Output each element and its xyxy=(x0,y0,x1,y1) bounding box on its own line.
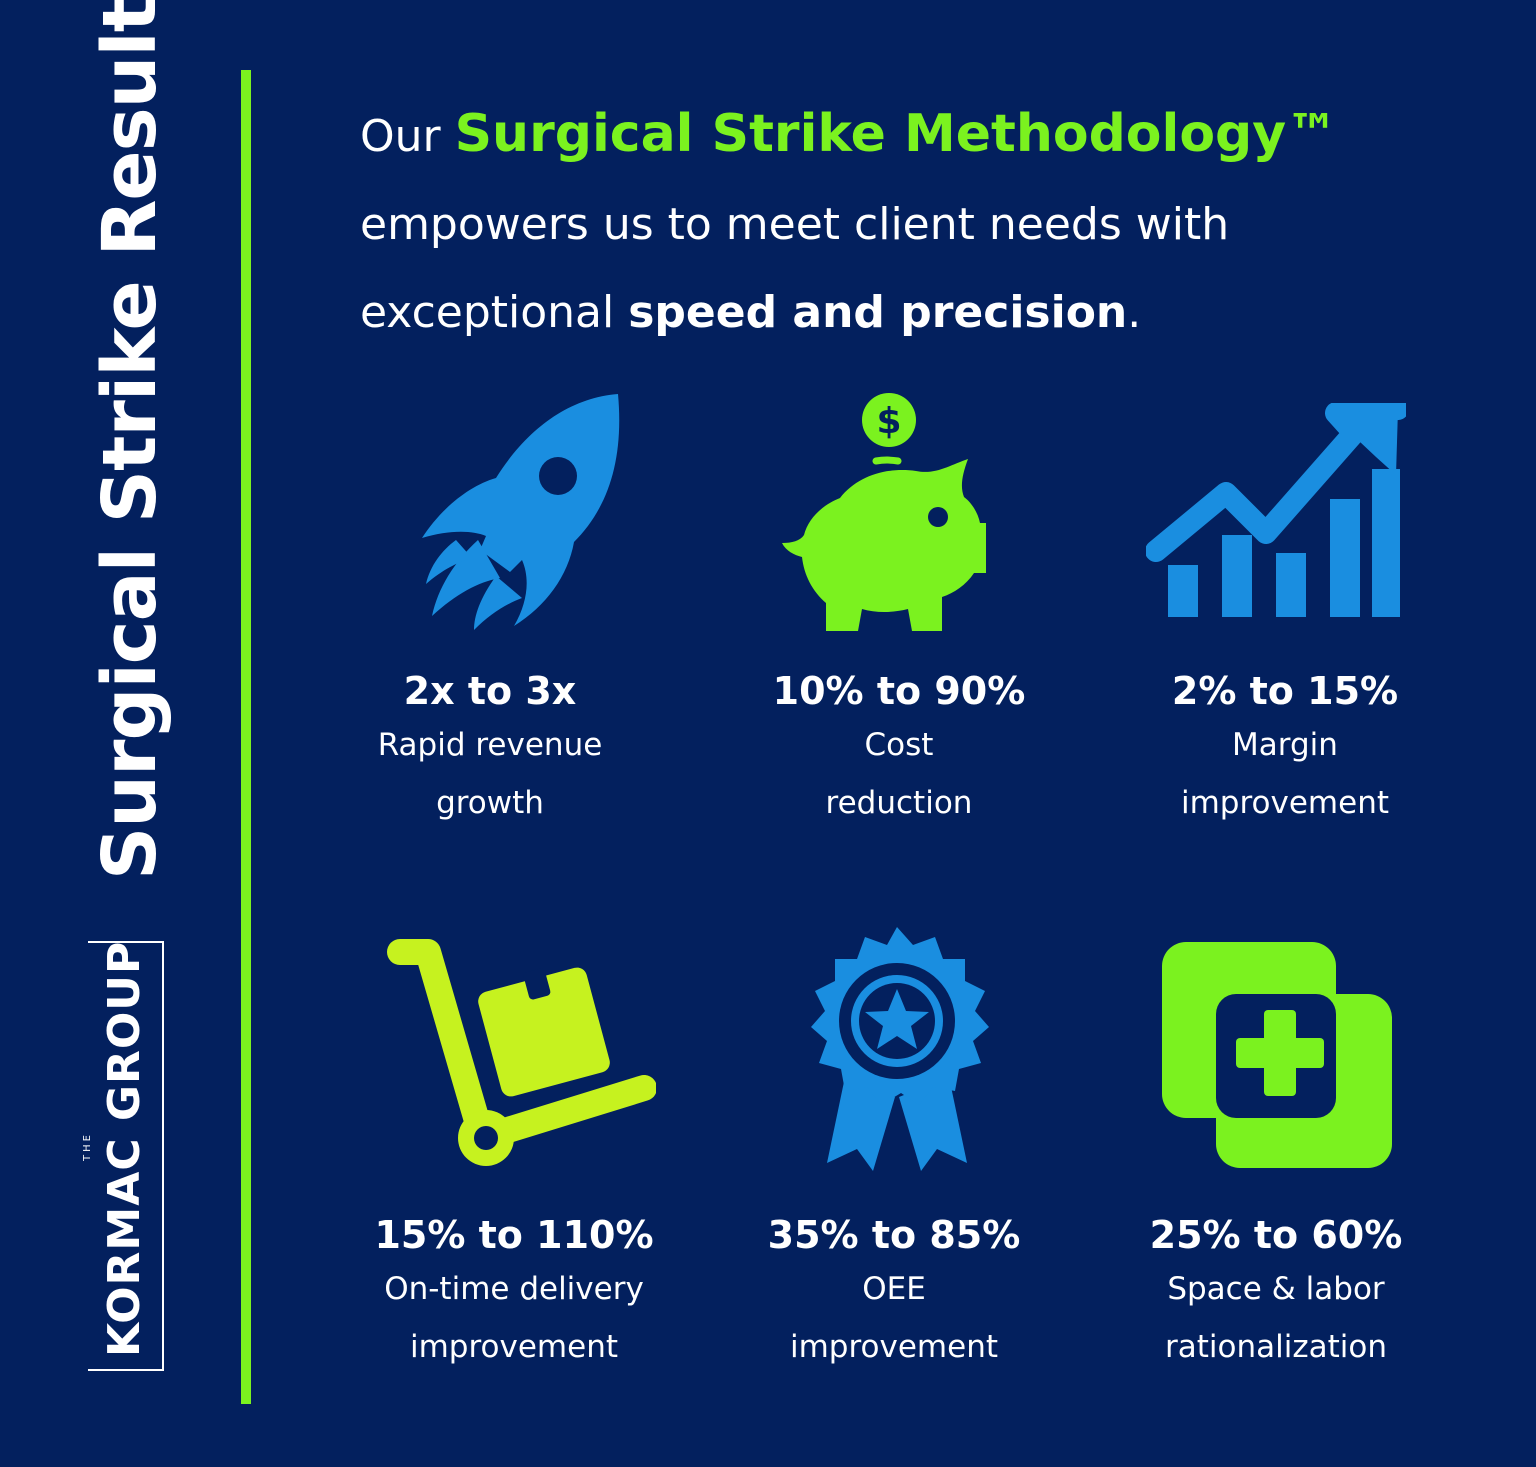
headline-highlight: Surgical Strike Methodology™ xyxy=(454,104,1339,164)
stat-value: 2x to 3x xyxy=(403,669,577,713)
medical-cross-icon xyxy=(1162,942,1392,1168)
headline-part4: . xyxy=(1127,287,1142,338)
stat-label-line2: reduction xyxy=(825,785,973,821)
stat-margin-improvement: 2% to 15% Margin improvement xyxy=(1115,666,1455,832)
hand-truck-icon xyxy=(387,939,656,1166)
stat-value: 25% to 60% xyxy=(1149,1213,1403,1257)
stat-value: 35% to 85% xyxy=(767,1213,1021,1257)
piggy-bank-icon: $ xyxy=(782,393,986,631)
svg-text:$: $ xyxy=(876,401,901,442)
stat-oee-improvement: 35% to 85% OEE improvement xyxy=(724,1210,1064,1376)
stat-label-line2: growth xyxy=(436,785,544,821)
stat-cost-reduction: 10% to 90% Cost reduction xyxy=(729,666,1069,832)
stat-value: 10% to 90% xyxy=(772,669,1026,713)
stat-space-labor: 25% to 60% Space & labor rationalization xyxy=(1106,1210,1446,1376)
stat-value: 15% to 110% xyxy=(374,1213,654,1257)
stat-label-line1: Rapid revenue xyxy=(377,727,603,763)
stat-label-line1: Space & labor xyxy=(1167,1271,1385,1307)
stat-label-line2: rationalization xyxy=(1165,1329,1387,1365)
headline-bold: speed and precision xyxy=(628,287,1128,338)
logo-small-text: THE xyxy=(82,1132,93,1161)
stat-label-line2: improvement xyxy=(789,1329,998,1365)
headline: Our Surgical Strike Methodology™ empower… xyxy=(360,90,1510,357)
divider-line xyxy=(241,70,251,1404)
kormac-logo: THE KORMAC GROUP xyxy=(82,940,166,1371)
headline-part2: empowers us to meet client needs with xyxy=(360,199,1230,250)
sidebar-title: Surgical Strike Results xyxy=(87,0,173,880)
rocket-icon xyxy=(422,394,620,630)
headline-part1: Our xyxy=(360,111,455,162)
logo-name: KORMAC GROUP xyxy=(99,940,150,1357)
stat-label-line2: improvement xyxy=(409,1329,618,1365)
stat-revenue-growth: 2x to 3x Rapid revenue growth xyxy=(320,666,660,832)
stat-on-time-delivery: 15% to 110% On-time delivery improvement xyxy=(344,1210,684,1376)
award-ribbon-icon xyxy=(811,927,989,1171)
stat-label-line1: On-time delivery xyxy=(384,1271,644,1307)
stat-label-line1: Cost xyxy=(864,727,934,763)
headline-part3: exceptional xyxy=(360,287,629,338)
stat-label-line1: OEE xyxy=(862,1271,926,1307)
growth-chart-icon xyxy=(1146,403,1406,617)
stat-label-line2: improvement xyxy=(1180,785,1389,821)
stat-label-line1: Margin xyxy=(1232,727,1338,763)
stat-value: 2% to 15% xyxy=(1171,669,1399,713)
